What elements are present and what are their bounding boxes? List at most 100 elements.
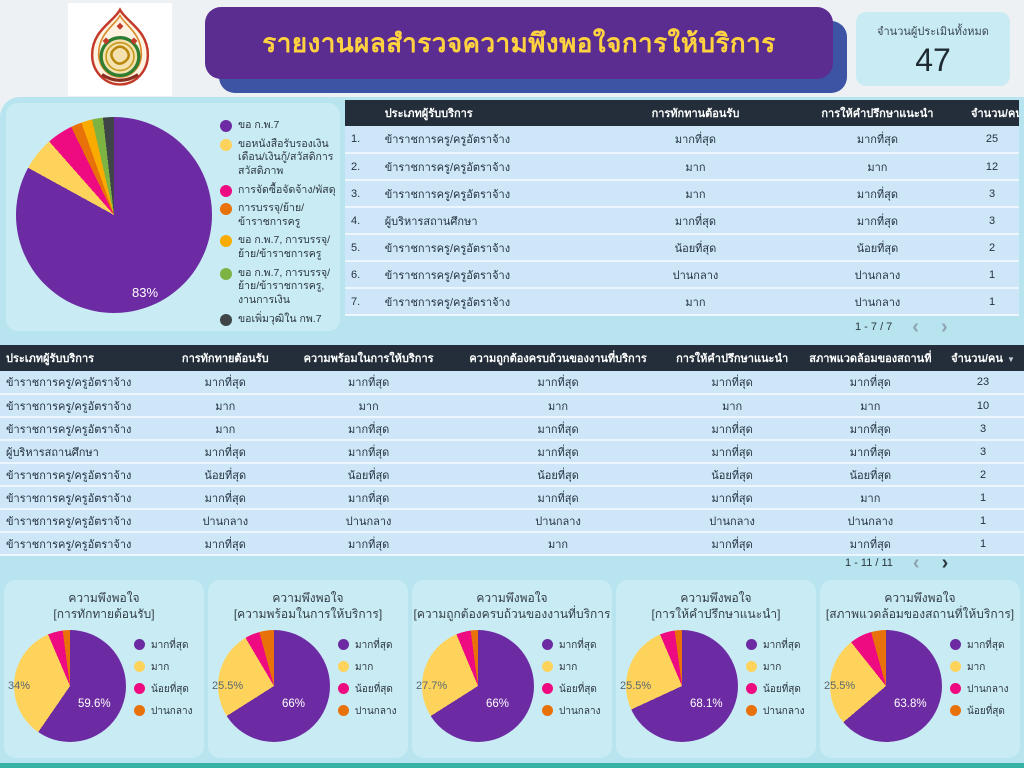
legend-item: ขอเพิ่มวุฒิใน กพ.7 [220,313,336,327]
legend-color-dot [338,639,349,650]
satisfaction-greeting-pie[interactable] [14,630,126,742]
legend-color-dot [220,120,232,132]
chart-title: ความพึงพอใจ [476,591,548,605]
table-cell: ข้าราชการครู/ครูอัตราจ้าง [0,371,164,395]
bottom-accent-strip [0,763,1024,768]
legend-label: การจัดซื้อจัดจ้าง/พัสดุ [238,183,336,196]
legend-label: น้อยที่สุด [355,684,393,695]
table-cell: มากที่สุด [665,532,799,556]
legend-color-dot [746,683,757,694]
table-cell: ข้าราชการครู/ครูอัตราจ้าง [378,153,602,181]
table-cell: มาก [798,486,943,510]
table-cell: มากที่สุด [450,486,666,510]
table-cell: ข้าราชการครู/ครูอัตราจ้าง [0,463,164,487]
satisfaction-accuracy-card: ความพึงพอใจ [ความถูกต้องครบถ้วนของงานที่… [412,580,612,758]
table-header-row: ประเภทผู้รับบริการ การทักทายต้อนรับ ความพร… [0,345,1024,371]
legend-item: มาก [338,660,396,675]
column-header[interactable] [345,100,379,126]
legend-item: มากที่สุด [950,638,1008,653]
pagination-range: 1 - 11 / 11 [845,557,893,569]
table-row: 4. ผู้บริหารสถานศึกษา มากที่สุด มากที่สุด 3 [345,207,1019,235]
legend-item: มาก [950,660,1008,675]
table-cell: 3 [942,440,1024,464]
column-header[interactable]: การให้คำปรึกษาแนะนำ [665,345,799,371]
sort-desc-icon[interactable]: ▼ [1006,355,1015,364]
report-title-banner: รายงานผลสำรวจความพึงพอใจการให้บริการ [205,7,833,79]
column-header[interactable]: ความถูกต้องครบถ้วนของงานที่บริการ [450,345,666,371]
table-cell: 10 [942,394,1024,418]
table-cell: มาก [286,394,451,418]
column-header[interactable]: สภาพแวดล้อมของสถานที่ [798,345,943,371]
legend-color-dot [220,313,232,326]
legend-item: ปานกลาง [134,704,192,719]
satisfaction-environment-card: ความพึงพอใจ [สภาพแวดล้อมของสถานที่ให้บริ… [820,580,1020,758]
column-header[interactable]: จำนวน/คน▼ [965,100,1019,126]
table-cell: มาก [665,394,799,418]
legend-label: มากที่สุด [151,640,189,651]
table-cell: 3 [965,180,1019,208]
table-cell: ข้าราชการครู/ครูอัตราจ้าง [0,394,164,418]
pie-percent-side-label: 25.5% [824,680,856,692]
legend-label: ขอหนังสือรับรองเงินเดือน/เงินกู้/สวัสดิก… [238,137,334,177]
column-header[interactable]: ประเภทผู้รับบริการ [378,100,602,126]
service-type-pie-card: 83% ขอ ก.พ.7 ขอหนังสือรับรองเงินเดือน/เงิ… [6,103,340,331]
table-cell: 1 [965,261,1019,289]
service-type-pie-chart[interactable] [16,117,212,313]
column-header[interactable]: จำนวน/คน▼ [942,345,1024,371]
table-cell: มากที่สุด [665,486,799,510]
satisfaction-readiness-pie[interactable] [218,630,330,742]
table-cell: มาก [450,532,666,556]
legend-label: ปานกลาง [763,706,805,717]
table-cell: น้อยที่สุด [450,463,666,487]
satisfaction-greeting-card: ความพึงพอใจ [การทักทายต้อนรับ] 59.6% 34%… [4,580,204,758]
legend-color-dot [220,235,232,248]
table-cell: มากที่สุด [601,126,790,154]
table-cell: มากที่สุด [789,207,966,235]
legend-color-dot [220,184,232,197]
legend-label: มากที่สุด [559,640,597,651]
chart-subtitle: [ความถูกต้องครบถ้วนของงานที่บริการ [413,607,611,621]
column-header[interactable]: การทักทายต้อนรับ [163,345,287,371]
table-row: ข้าราชการครู/ครูอัตราจ้าง น้อยที่สุด น้อยท… [0,463,1024,487]
chevron-left-icon[interactable]: ‹ [912,316,919,338]
table-cell: มากที่สุด [450,440,666,464]
table-cell: ปานกลาง [450,509,666,533]
column-header[interactable]: การให้คำปรึกษาแนะนำ [789,100,966,126]
table-cell: 2 [965,234,1019,262]
total-respondents-scorecard: จำนวนผู้ประเมินทั้งหมด 47 [856,12,1010,86]
column-header[interactable]: การทักทานต้อนรับ [601,100,790,126]
table-main: ประเภทผู้รับบริการ การทักทายต้อนรับ ความพร… [0,345,1024,556]
table-cell: น้อยที่สุด [286,463,451,487]
table-cell: ข้าราชการครู/ครูอัตราจ้าง [378,288,602,316]
table-cell: 25 [965,126,1019,154]
legend-label: ปานกลาง [355,706,397,717]
table-row: ข้าราชการครู/ครูอัตราจ้าง มาก มากที่สุด มาก… [0,417,1024,441]
legend-label: ปานกลาง [559,706,601,717]
table-cell: มากที่สุด [286,371,451,395]
chevron-right-icon[interactable]: › [941,552,949,574]
legend-color-dot [950,705,961,716]
legend-item: น้อยที่สุด [338,682,396,697]
table-cell: มาก [601,153,790,181]
legend-color-dot [338,683,349,694]
chevron-right-icon[interactable]: › [940,316,948,338]
table-cell: ข้าราชการครู/ครูอัตราจ้าง [0,532,164,556]
legend-label: น้อยที่สุด [967,706,1005,717]
column-header[interactable]: ความพร้อมในการให้บริการ [286,345,451,371]
table-cell: ข้าราชการครู/ครูอัตราจ้าง [0,509,164,533]
satisfaction-accuracy-pie[interactable] [422,630,534,742]
legend-label: การบรรจุ/ย้าย/ข้าราชการครู [238,202,305,228]
pie-legend: มากที่สุด มาก น้อยที่สุด ปานกลาง [134,638,192,719]
pie-percent-label: 68.1% [690,698,723,710]
table-row: ข้าราชการครู/ครูอัตราจ้าง มากที่สุด มากที่… [0,532,1024,556]
column-header[interactable]: ประเภทผู้รับบริการ [0,345,164,371]
legend-item: ขอหนังสือรับรองเงินเดือน/เงินกู้/สวัสดิก… [220,138,336,179]
table-cell: มากที่สุด [450,371,666,395]
satisfaction-environment-pie[interactable] [830,630,942,742]
satisfaction-advice-pie[interactable] [626,630,738,742]
table-cell: ปานกลาง [798,509,943,533]
chart-title: ความพึงพอใจ [272,591,344,605]
table-row: ผู้บริหารสถานศึกษา มากที่สุด มากที่สุด มากท… [0,440,1024,464]
chevron-left-icon[interactable]: ‹ [912,552,920,574]
chart-subtitle: [ความพร้อมในการให้บริการ] [233,607,383,621]
